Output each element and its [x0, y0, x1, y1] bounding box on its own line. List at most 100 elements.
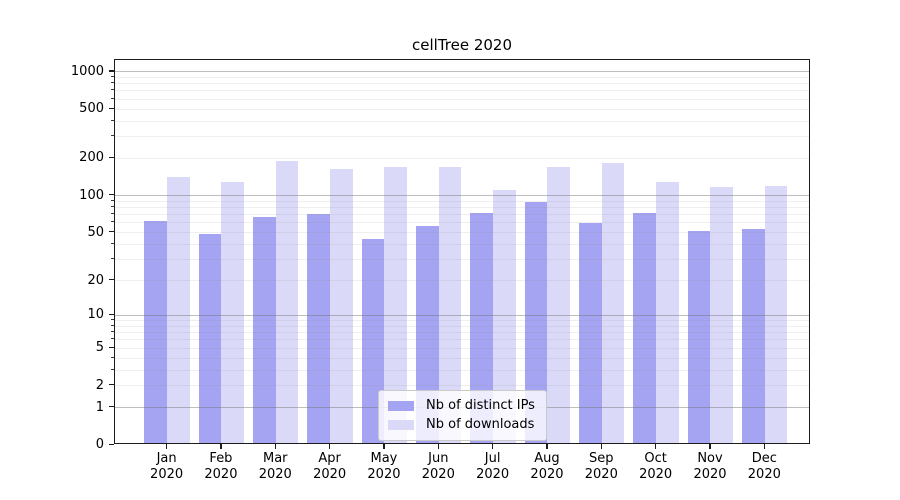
x-tick-month: Mar [263, 451, 288, 466]
x-tick-label-oct: Oct 2020 [626, 451, 686, 483]
bar-downloads-apr [330, 169, 353, 443]
bar-downloads-jan [167, 177, 190, 443]
x-tick-year: 2020 [258, 467, 292, 482]
legend: Nb of distinct IPs Nb of downloads [378, 390, 547, 441]
y-tick-mark-200 [109, 156, 114, 159]
bar-downloads-sep [601, 162, 625, 443]
y-tick-mark-2 [109, 384, 114, 386]
x-tick-mark-apr [329, 444, 331, 449]
bar-distinct-ips-aug [524, 202, 548, 443]
y-minor-tick-mark-300 [111, 135, 114, 137]
x-tick-year: 2020 [313, 467, 347, 482]
legend-swatch-distinct-ips [388, 400, 414, 411]
x-tick-year: 2020 [747, 467, 781, 482]
y-tick-label-50: 50 [87, 224, 104, 240]
y-tick-mark-50 [109, 231, 114, 233]
x-tick-mark-jan [166, 444, 168, 449]
bar-distinct-ips-oct [633, 213, 657, 443]
gridline-1000 [115, 71, 809, 73]
bar-distinct-ips-apr [307, 214, 330, 443]
x-tick-mark-nov [709, 444, 711, 449]
y-tick-mark-1000 [109, 70, 114, 72]
y-tick-label-200: 200 [79, 150, 104, 166]
bar-downloads-mar [275, 160, 299, 443]
gridline-500 [115, 108, 809, 110]
y-minor-tick-mark-7 [111, 331, 114, 333]
gridline-600 [115, 98, 809, 100]
x-tick-mark-oct [655, 444, 657, 449]
bar-downloads-nov [710, 186, 733, 443]
bar-distinct-ips-jun [416, 226, 439, 443]
x-tick-month: Jan [156, 451, 177, 466]
bar-downloads-oct [656, 182, 679, 443]
x-tick-mark-jul [492, 444, 494, 449]
y-minor-tick-mark-8 [111, 324, 114, 326]
x-tick-year: 2020 [530, 467, 564, 482]
bar-downloads-dec [764, 186, 788, 443]
x-tick-month: Apr [318, 451, 341, 466]
bar-distinct-ips-jan [144, 220, 167, 443]
x-tick-mark-mar [274, 444, 276, 449]
bar-distinct-ips-nov [687, 230, 711, 443]
gridline-200 [115, 157, 809, 159]
chart-title: cellTree 2020 [411, 36, 512, 54]
y-minor-tick-mark-60 [111, 221, 114, 223]
legend-label-distinct-ips: Nb of distinct IPs [426, 398, 535, 413]
y-minor-tick-mark-40 [111, 242, 114, 244]
gridline-900 [115, 76, 809, 78]
y-tick-label-2: 2 [95, 377, 104, 393]
gridline-80 [115, 207, 809, 209]
x-tick-label-apr: Apr 2020 [300, 451, 360, 483]
y-tick-label-1000: 1000 [70, 63, 104, 79]
y-minor-tick-mark-9 [111, 319, 114, 321]
x-tick-month: Sep [589, 451, 614, 466]
x-tick-label-jun: Jun 2020 [408, 451, 468, 483]
x-tick-month: Feb [209, 451, 233, 466]
gridline-60 [115, 222, 809, 224]
legend-label-downloads: Nb of downloads [426, 417, 535, 432]
y-tick-label-5: 5 [95, 340, 104, 356]
x-tick-mark-aug [546, 444, 548, 449]
bar-downloads-jul [493, 190, 516, 443]
x-tick-month: Jun [428, 451, 449, 466]
x-tick-year: 2020 [476, 467, 510, 482]
x-tick-year: 2020 [639, 467, 673, 482]
x-tick-label-nov: Nov 2020 [680, 451, 740, 483]
bar-distinct-ips-feb [198, 233, 222, 443]
legend-swatch-downloads [388, 419, 414, 430]
x-tick-year: 2020 [584, 467, 618, 482]
x-tick-year: 2020 [693, 467, 727, 482]
y-minor-tick-mark-700 [111, 89, 114, 91]
y-minor-tick-mark-400 [111, 119, 114, 121]
y-tick-label-0: 0 [95, 437, 104, 452]
y-tick-mark-500 [109, 107, 114, 109]
x-tick-label-may: May 2020 [354, 451, 414, 483]
gridline-300 [115, 136, 809, 138]
x-tick-month: May [370, 451, 398, 466]
x-tick-label-feb: Feb 2020 [191, 451, 251, 483]
bar-downloads-feb [221, 181, 244, 443]
x-tick-mark-may [383, 444, 385, 449]
gridline-400 [115, 120, 809, 122]
gridline-700 [115, 90, 809, 92]
x-tick-year: 2020 [367, 467, 401, 482]
x-tick-month: Oct [644, 451, 667, 466]
x-tick-label-aug: Aug 2020 [517, 451, 577, 483]
x-tick-label-jan: Jan 2020 [137, 451, 197, 483]
bar-distinct-ips-jul [470, 212, 494, 443]
legend-entry-downloads: Nb of downloads [388, 415, 535, 434]
y-minor-tick-mark-4 [111, 356, 114, 358]
x-tick-month: Jul [484, 451, 501, 466]
y-tick-label-500: 500 [79, 101, 104, 117]
y-tick-mark-20 [109, 279, 114, 281]
bar-distinct-ips-dec [742, 228, 765, 443]
y-tick-mark-10 [109, 313, 114, 316]
gridline-90 [115, 200, 809, 202]
gridline-800 [115, 83, 809, 85]
bar-downloads-may [384, 167, 407, 443]
y-minor-tick-mark-70 [111, 213, 114, 215]
x-tick-mark-sep [600, 444, 603, 449]
y-minor-tick-mark-3 [111, 368, 114, 370]
x-tick-mark-jun [437, 444, 439, 449]
x-tick-mark-dec [763, 444, 766, 449]
